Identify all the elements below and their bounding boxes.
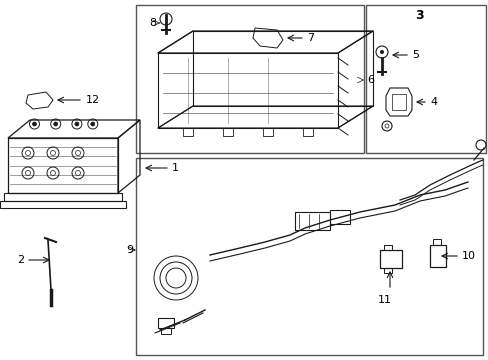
Bar	[183, 128, 193, 136]
Text: 1: 1	[172, 163, 179, 173]
Text: 2: 2	[17, 255, 24, 265]
Text: 10: 10	[461, 251, 475, 261]
Text: 4: 4	[429, 97, 436, 107]
Circle shape	[54, 122, 58, 126]
Bar	[136, 5, 363, 153]
Text: 3: 3	[415, 9, 424, 22]
Bar	[391, 94, 405, 110]
Circle shape	[75, 122, 79, 126]
Text: 11: 11	[377, 295, 391, 305]
Bar	[329, 210, 349, 224]
Bar	[383, 245, 391, 250]
Circle shape	[379, 50, 383, 54]
Text: 6: 6	[366, 75, 373, 85]
Text: 5: 5	[411, 50, 418, 60]
Bar	[0, 201, 126, 208]
Text: 8: 8	[148, 18, 156, 28]
Bar	[379, 250, 401, 268]
Bar	[158, 318, 174, 328]
Circle shape	[91, 122, 95, 126]
Bar	[303, 128, 312, 136]
Bar	[161, 328, 171, 334]
Bar	[365, 5, 485, 153]
Bar	[136, 158, 482, 355]
Bar	[383, 268, 391, 273]
Bar	[223, 128, 232, 136]
Circle shape	[32, 122, 37, 126]
Bar	[294, 212, 329, 230]
Text: 7: 7	[306, 33, 313, 43]
Text: 9: 9	[125, 245, 133, 255]
Bar	[263, 128, 272, 136]
Text: 12: 12	[86, 95, 100, 105]
Bar	[432, 239, 440, 245]
Bar	[429, 245, 445, 267]
Bar	[4, 193, 122, 201]
